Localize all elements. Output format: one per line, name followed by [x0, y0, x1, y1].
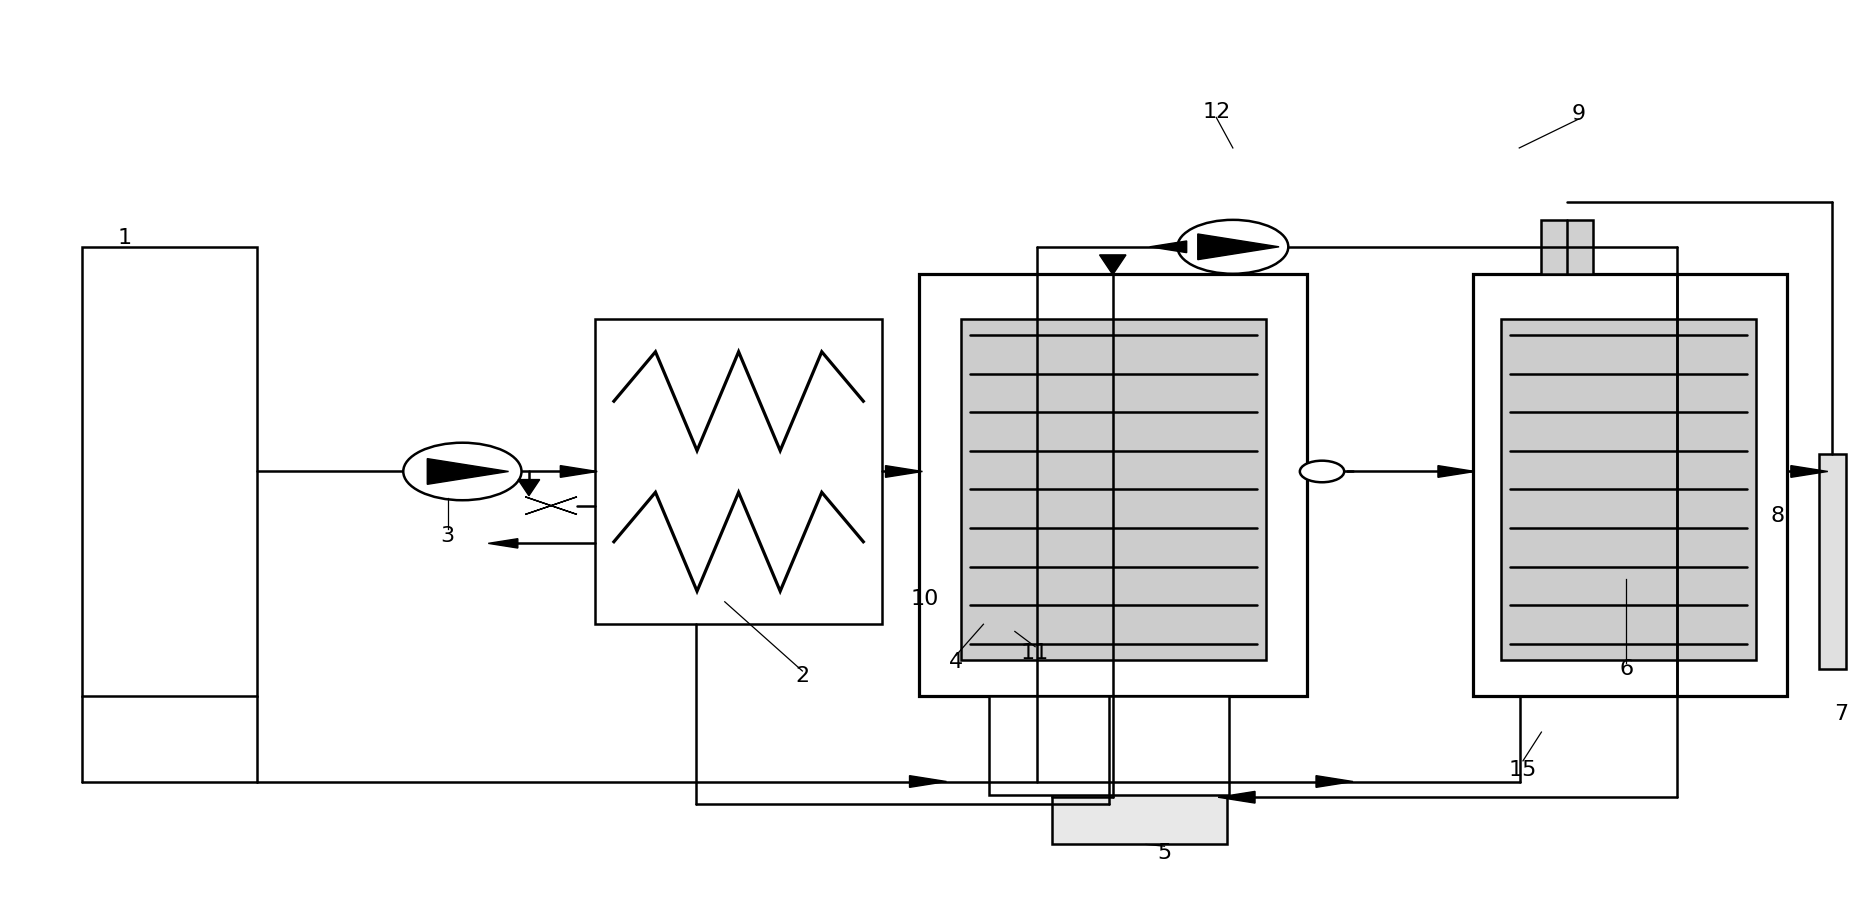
Circle shape: [1298, 461, 1343, 483]
Bar: [82, 247, 258, 697]
Text: 4: 4: [948, 652, 963, 672]
Circle shape: [1176, 219, 1287, 274]
Text: 6: 6: [1618, 659, 1632, 679]
Text: 7: 7: [1833, 704, 1848, 724]
Polygon shape: [1098, 255, 1126, 275]
Text: 10: 10: [909, 589, 939, 610]
Polygon shape: [1315, 775, 1352, 787]
Text: 1: 1: [117, 228, 132, 248]
Bar: [1818, 454, 1846, 669]
Bar: [1501, 318, 1755, 660]
Bar: [595, 318, 881, 624]
Bar: [1542, 219, 1592, 274]
Polygon shape: [1148, 241, 1185, 253]
Bar: [918, 274, 1306, 697]
Text: 11: 11: [1020, 643, 1048, 663]
Circle shape: [403, 443, 521, 501]
Bar: [1473, 274, 1786, 697]
Polygon shape: [1438, 465, 1475, 477]
Polygon shape: [488, 539, 518, 548]
Text: 5: 5: [1158, 844, 1171, 863]
Polygon shape: [525, 497, 577, 514]
Polygon shape: [909, 775, 946, 787]
Bar: [961, 318, 1265, 660]
Polygon shape: [518, 480, 540, 496]
Text: 9: 9: [1571, 103, 1584, 123]
Polygon shape: [427, 459, 508, 484]
Text: 2: 2: [796, 667, 809, 687]
Polygon shape: [1196, 234, 1278, 259]
Bar: [1052, 750, 1226, 844]
Polygon shape: [1790, 465, 1827, 477]
Text: 15: 15: [1508, 760, 1536, 780]
Text: 3: 3: [440, 526, 454, 546]
Polygon shape: [1217, 792, 1254, 803]
Bar: [989, 697, 1228, 795]
Polygon shape: [885, 465, 922, 477]
Text: 8: 8: [1770, 506, 1785, 526]
Polygon shape: [560, 465, 597, 477]
Text: 12: 12: [1202, 102, 1230, 122]
